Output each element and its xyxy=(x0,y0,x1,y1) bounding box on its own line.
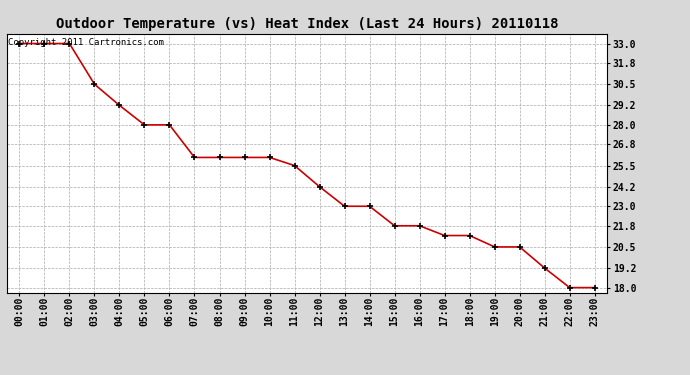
Text: Copyright 2011 Cartronics.com: Copyright 2011 Cartronics.com xyxy=(8,38,164,46)
Title: Outdoor Temperature (vs) Heat Index (Last 24 Hours) 20110118: Outdoor Temperature (vs) Heat Index (Las… xyxy=(56,17,558,31)
